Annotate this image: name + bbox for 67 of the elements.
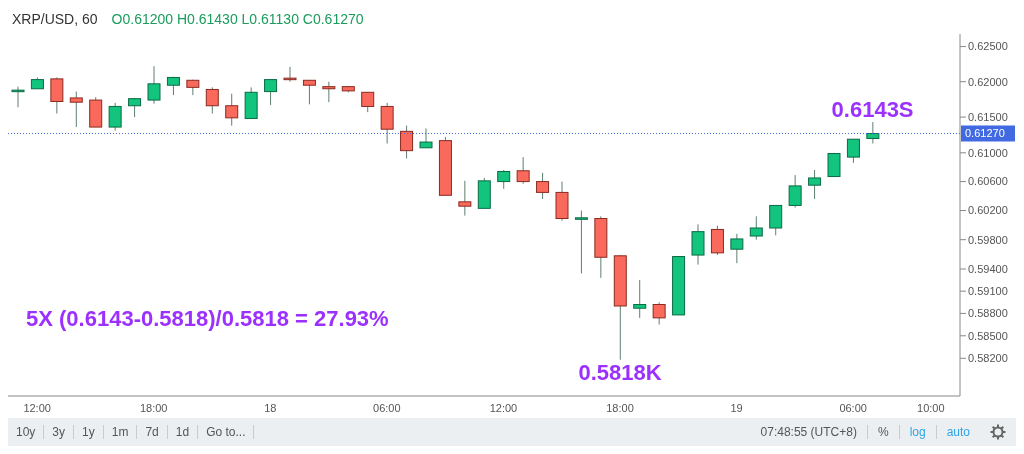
candlestick [652,301,666,326]
x-tick-label: 10:00 [917,401,945,414]
text: 1y [74,425,104,439]
text: 1m [103,425,138,439]
y-tick-label: 0.58200 [968,352,1008,365]
candlestick [574,210,588,274]
candlestick [633,279,647,319]
y-tick-label: 0.59100 [968,285,1008,298]
y-tick-label: 0.59400 [968,262,1008,275]
candlestick [322,81,336,103]
x-tick-label: 19 [730,401,743,414]
chart-title: XRP/USD, 60 [12,11,98,27]
candlestick [205,86,219,115]
text: log [898,425,936,439]
x-tick-label: 18 [264,401,277,414]
x-tick-label: 12:00 [489,401,518,414]
candlestick [866,121,880,144]
candlestick [400,125,414,160]
text: 10y [8,425,45,439]
candlestick [536,172,550,200]
x-tick-label: 18:00 [139,401,168,414]
annotation: 0.5818K [578,360,662,386]
candlestick [497,169,511,190]
y-tick-label: 0.60200 [968,204,1008,217]
candlestick [691,223,705,266]
x-tick-label: 06:00 [373,401,401,414]
text: 1d [167,425,199,439]
y-tick-label: 0.61000 [968,146,1008,159]
candlestick [302,79,316,105]
text: 7d [137,425,168,439]
x-tick-label: 06:00 [839,401,867,414]
y-tick-label: 0.59800 [968,233,1008,246]
candlestick [264,79,278,106]
text: % [866,425,899,439]
y-tick-label: 0.62500 [968,40,1008,53]
chart-subtitle: O0.61200 H0.61430 L0.61130 C0.61270 [111,11,364,27]
candlestick [846,138,860,164]
candlestick [808,169,822,200]
candlestick [380,102,394,144]
candlestick [361,91,375,113]
text: 3y [44,425,75,439]
y-tick-label: 0.62000 [968,75,1008,88]
candlestick [788,174,802,209]
candlestick [147,65,161,105]
annotation: 5X (0.6143-0.5818)/0.5818 = 27.93% [26,306,389,332]
candlestick [108,102,122,132]
candlestick [769,204,783,236]
y-tick-label: 0.61500 [968,111,1008,124]
candlestick [50,76,64,115]
candlestick [419,128,433,149]
candlestick [458,180,472,217]
y-tick-label: 0.58500 [968,329,1008,342]
ref-line-label: 0.61270 [965,127,1005,140]
text: 07:48:55 (UTC+8) [759,425,858,439]
x-tick-label: 18:00 [606,401,634,414]
annotation: 0.6143S [831,97,914,123]
text: auto [935,425,980,439]
candlestick [730,233,744,264]
y-tick-label: 0.58800 [968,307,1008,320]
candlestick [749,215,763,241]
candlestick [710,225,724,256]
candlestick [69,91,83,128]
candlestick [225,93,239,127]
candlestick [516,156,530,185]
text: Go to... [198,425,255,439]
y-tick-label: 0.60600 [968,175,1008,188]
x-tick-label: 12:00 [23,401,51,414]
